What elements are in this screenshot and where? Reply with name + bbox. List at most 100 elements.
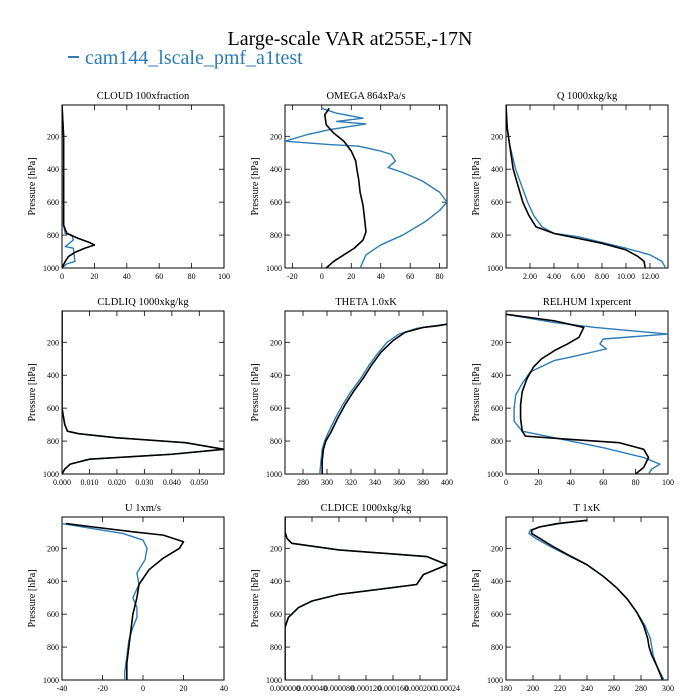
series-line-reference [321, 323, 447, 474]
y-tick-label: 800 [47, 643, 59, 652]
y-tick-label: 400 [491, 165, 503, 174]
chart-panel: THETA 1.0xK Pressure [hPa] 280 300 320 340 360… [250, 297, 453, 487]
chart-panel: OMEGA 864xPa/s Pressure [hPa] -20 0 20 40 60 80… [250, 91, 448, 281]
figure-title: Large-scale VAR at255E,-17N [227, 28, 473, 50]
y-tick-label: 600 [47, 198, 59, 207]
y-tick-label: 200 [270, 338, 282, 347]
y-tick-label: 400 [270, 577, 282, 586]
y-tick-label: 800 [270, 437, 282, 446]
legend-swatch [68, 56, 79, 59]
x-tick-label: 360 [393, 478, 405, 487]
y-tick-label: 600 [491, 404, 503, 413]
y-axis-label: Pressure [hPa] [250, 157, 261, 215]
series-line-reference [323, 107, 367, 268]
y-tick-label: 200 [47, 132, 59, 141]
chart-title: Q 1000xkg/kg [557, 91, 618, 102]
x-tick-label: 200 [527, 684, 539, 693]
y-tick-label: 600 [270, 198, 282, 207]
chart-panel: U 1xm/s Pressure [hPa] -40 -20 0 20 40 200 400 60… [27, 503, 228, 693]
x-tick-label: 260 [608, 684, 620, 693]
y-axis-label: Pressure [hPa] [250, 363, 261, 421]
series-line-reference [62, 105, 96, 268]
y-axis-label: Pressure [hPa] [27, 569, 38, 627]
chart-panel: Q 1000xkg/kg Pressure [hPa] 2.00 4.00 6.00 8.… [471, 91, 669, 281]
x-tick-label: 0.020 [108, 478, 126, 487]
chart-title: T 1xK [574, 503, 601, 514]
y-tick-label: 200 [491, 544, 503, 553]
y-tick-label: 1000 [43, 470, 59, 479]
x-tick-label: 0 [504, 478, 508, 487]
x-tick-label: 4.00 [547, 272, 561, 281]
y-axis-label: Pressure [hPa] [27, 157, 38, 215]
y-tick-label: 800 [491, 231, 503, 240]
series-line-reference [285, 517, 447, 680]
legend-entry-label: cam144_lscale_pmf_a1test [85, 47, 303, 69]
y-axis-label: Pressure [hPa] [471, 157, 482, 215]
x-tick-label: 0.000200 [405, 684, 435, 693]
x-tick-label: 10.00 [617, 272, 635, 281]
plot-frame [505, 516, 669, 681]
x-tick-label: 320 [345, 478, 357, 487]
chart-title: U 1xm/s [125, 503, 161, 514]
x-tick-label: 0.000160 [378, 684, 408, 693]
x-tick-label: 0.000080 [324, 684, 354, 693]
y-tick-label: 800 [47, 231, 59, 240]
y-tick-label: 600 [270, 404, 282, 413]
y-tick-label: 600 [491, 198, 503, 207]
y-tick-label: 600 [47, 610, 59, 619]
y-axis-label: Pressure [hPa] [471, 569, 482, 627]
chart-panel: CLDLIQ 1000xkg/kg Pressure [hPa] 0.000 0.01… [27, 297, 225, 487]
x-tick-label: 0.030 [135, 478, 153, 487]
y-tick-label: 800 [270, 643, 282, 652]
x-tick-label: 0.00024 [434, 684, 460, 693]
chart-title: OMEGA 864xPa/s [326, 91, 405, 102]
series-line-test [319, 323, 447, 474]
y-tick-label: 200 [270, 132, 282, 141]
y-tick-label: 400 [47, 371, 59, 380]
y-tick-label: 400 [270, 371, 282, 380]
y-tick-label: 600 [491, 610, 503, 619]
series-line-test [285, 107, 447, 268]
x-tick-label: 0 [141, 684, 145, 693]
x-tick-label: 12.00 [641, 272, 659, 281]
x-tick-label: 0.010 [80, 478, 98, 487]
legend: cam144_lscale_pmf_a1test [68, 46, 303, 70]
chart-panel: T 1xK Pressure [hPa] 180 200 220 240 260 280 300… [471, 503, 674, 693]
y-tick-label: 1000 [266, 264, 282, 273]
x-tick-label: 0.000000 [270, 684, 300, 693]
x-tick-label: 0.000040 [297, 684, 327, 693]
series-line-reference [62, 311, 224, 474]
y-tick-label: 200 [491, 338, 503, 347]
x-tick-label: 220 [554, 684, 566, 693]
chart-title: CLDICE 1000xkg/kg [321, 503, 412, 514]
series-line-reference [506, 313, 650, 474]
x-tick-label: 280 [297, 478, 309, 487]
x-tick-label: 40 [123, 272, 131, 281]
y-axis-label: Pressure [hPa] [27, 363, 38, 421]
x-tick-label: 0.050 [190, 478, 208, 487]
plot-frame [61, 310, 225, 475]
x-tick-label: 180 [500, 684, 512, 693]
series-line-test [506, 313, 668, 474]
y-tick-label: 200 [491, 132, 503, 141]
y-tick-label: 1000 [43, 676, 59, 685]
y-tick-label: 1000 [487, 264, 503, 273]
x-tick-label: 40 [567, 478, 575, 487]
y-tick-label: 1000 [266, 676, 282, 685]
x-tick-label: 20 [180, 684, 188, 693]
plot-frame [284, 104, 448, 269]
y-tick-label: 400 [491, 577, 503, 586]
x-tick-label: 60 [155, 272, 163, 281]
x-tick-label: 0.000120 [351, 684, 381, 693]
series-line-reference [65, 522, 185, 680]
x-tick-label: 300 [321, 478, 333, 487]
x-tick-label: 400 [441, 478, 453, 487]
x-tick-label: 6.00 [571, 272, 585, 281]
series-line-reference [506, 105, 646, 268]
series-line-test [62, 311, 224, 474]
x-tick-label: 80 [188, 272, 196, 281]
y-tick-label: 400 [270, 165, 282, 174]
plot-frame [505, 104, 669, 269]
x-tick-label: 40 [377, 272, 385, 281]
chart-title: RELHUM 1xpercent [543, 297, 631, 308]
